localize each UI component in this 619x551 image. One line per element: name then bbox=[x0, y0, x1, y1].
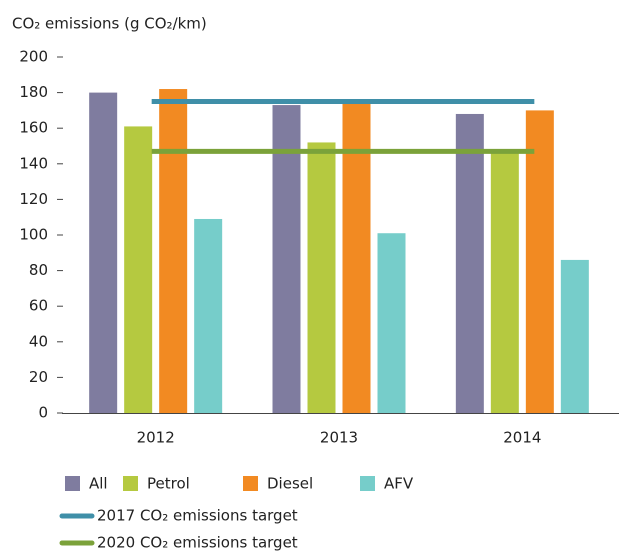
bar bbox=[560, 259, 589, 413]
y-tick-label: 40 bbox=[29, 332, 48, 350]
bar bbox=[377, 233, 406, 413]
legend-swatch bbox=[123, 476, 138, 491]
bar bbox=[194, 218, 223, 413]
y-tick-label: 200 bbox=[19, 48, 48, 66]
legend-label: 2020 CO₂ emissions target bbox=[97, 534, 298, 551]
legend-swatch bbox=[243, 476, 258, 491]
y-tick-label: 100 bbox=[19, 226, 48, 244]
legend-label: 2017 CO₂ emissions target bbox=[97, 507, 298, 525]
bar bbox=[525, 110, 554, 414]
bar bbox=[455, 113, 484, 414]
legend-label: Petrol bbox=[147, 475, 190, 493]
bar bbox=[124, 126, 153, 414]
bar bbox=[89, 92, 118, 413]
y-tick-label: 140 bbox=[19, 154, 48, 172]
y-tick-label: 80 bbox=[29, 261, 48, 279]
legend-label: All bbox=[89, 475, 108, 493]
x-tick-label: 2013 bbox=[320, 429, 358, 447]
bar bbox=[342, 99, 371, 413]
legend-swatch bbox=[65, 476, 80, 491]
y-tick-label: 20 bbox=[29, 368, 48, 386]
legend-label: Diesel bbox=[267, 475, 313, 493]
bar bbox=[490, 149, 519, 413]
bar bbox=[307, 142, 336, 413]
y-tick-label: 60 bbox=[29, 297, 48, 315]
x-tick-label: 2014 bbox=[503, 429, 541, 447]
legend-label: AFV bbox=[384, 475, 414, 493]
bar bbox=[272, 105, 301, 413]
y-tick-label: 180 bbox=[19, 83, 48, 101]
legend-swatch bbox=[360, 476, 375, 491]
y-tick-label: 160 bbox=[19, 119, 48, 137]
x-tick-label: 2012 bbox=[137, 429, 175, 447]
chart-title: CO₂ emissions (g CO₂/km) bbox=[12, 15, 207, 33]
y-tick-label: 0 bbox=[38, 404, 48, 422]
y-tick-label: 120 bbox=[19, 190, 48, 208]
bar bbox=[159, 89, 188, 413]
